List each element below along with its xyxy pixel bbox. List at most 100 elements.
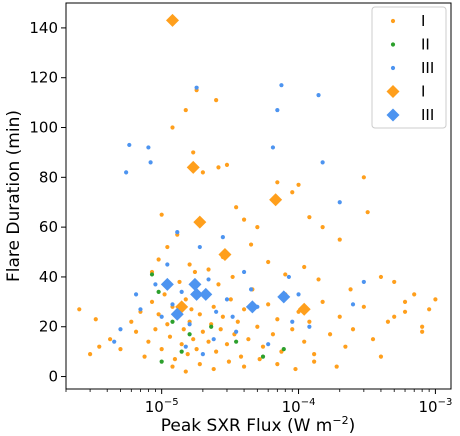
data-point <box>108 337 113 342</box>
data-point <box>378 354 384 359</box>
y-tick-label: 20 <box>39 318 58 336</box>
data-point <box>200 170 205 175</box>
data-point <box>185 352 190 357</box>
data-point <box>228 297 233 302</box>
data-point <box>224 342 230 347</box>
data-point <box>162 292 167 297</box>
data-point <box>189 307 194 312</box>
legend-item: II <box>390 36 430 54</box>
x-axis-label-close: ) <box>349 416 356 436</box>
data-point <box>206 277 211 282</box>
data-point <box>241 364 247 369</box>
data-point <box>378 274 384 280</box>
data-point <box>206 267 211 272</box>
legend-item: I <box>386 83 425 101</box>
data-point <box>296 292 301 297</box>
y-tick-label: 60 <box>39 218 58 236</box>
data-point <box>183 107 188 113</box>
data-point-diamond <box>190 287 204 301</box>
data-point <box>170 319 175 324</box>
data-point <box>327 332 333 337</box>
data-point <box>433 297 438 302</box>
legend-marker-dot <box>390 65 396 71</box>
data-point <box>337 314 342 319</box>
x-tick-label-base: 10 <box>145 398 164 416</box>
data-point-diamond <box>188 277 202 291</box>
data-point <box>127 142 132 148</box>
data-point <box>118 347 123 352</box>
data-point <box>248 287 254 292</box>
data-point <box>179 349 184 354</box>
x-tick-label-exponent: −3 <box>438 397 453 408</box>
y-tick-label: 140 <box>29 19 58 37</box>
data-point <box>197 361 202 367</box>
data-point <box>175 230 180 235</box>
data-point <box>211 366 216 372</box>
data-point <box>412 292 417 297</box>
data-point <box>177 279 182 285</box>
data-point <box>361 279 366 285</box>
data-point <box>183 344 188 349</box>
data-point <box>179 342 184 347</box>
data-point <box>420 324 425 329</box>
plot-frame <box>65 2 452 390</box>
data-point <box>118 327 123 332</box>
data-point <box>320 160 325 165</box>
data-point <box>218 327 223 332</box>
data-point <box>266 342 271 347</box>
data-point <box>370 337 376 342</box>
x-axis-label-main: Peak SXR Flux (W m <box>161 416 333 436</box>
data-point <box>165 244 170 250</box>
y-tick-label: 40 <box>39 268 58 286</box>
data-point <box>191 337 196 342</box>
data-point <box>192 269 198 275</box>
x-tick-label-base: 10 <box>418 398 437 416</box>
data-point <box>427 307 432 312</box>
data-point <box>361 175 366 180</box>
data-point <box>290 319 295 324</box>
data-point <box>392 314 397 319</box>
data-point <box>156 289 161 294</box>
data-point <box>165 322 170 327</box>
data-point <box>343 344 348 349</box>
data-point-diamond <box>269 193 283 207</box>
data-point <box>191 150 196 155</box>
data-point <box>200 329 205 334</box>
data-point <box>307 319 312 324</box>
data-marks <box>77 13 438 374</box>
data-point <box>133 292 139 297</box>
data-point-diamond <box>193 215 207 229</box>
data-point <box>206 339 211 344</box>
legend-item: I <box>390 12 425 30</box>
data-point <box>172 357 178 362</box>
data-point <box>183 369 188 374</box>
y-tick-label: 80 <box>39 168 58 186</box>
x-tick-label-exponent: −5 <box>164 397 179 408</box>
data-point <box>167 334 173 339</box>
data-point <box>290 190 295 195</box>
data-point <box>302 264 307 270</box>
x-tick-label: 10−4 <box>282 397 316 416</box>
data-point <box>181 327 186 332</box>
y-tick-label: 0 <box>48 368 58 386</box>
legend-marker-dot <box>390 42 396 47</box>
data-point <box>129 319 134 324</box>
data-point <box>187 332 192 337</box>
data-point-diamond <box>245 300 259 314</box>
data-point <box>275 361 280 367</box>
data-point <box>165 262 170 267</box>
legend-marker-dot <box>390 18 396 24</box>
data-point <box>230 314 235 319</box>
data-point <box>266 259 271 265</box>
data-point <box>224 162 230 167</box>
data-point <box>255 324 260 329</box>
data-point <box>234 329 239 334</box>
data-point <box>187 322 192 327</box>
x-tick-label-exponent: −4 <box>301 397 316 408</box>
data-point <box>146 145 151 150</box>
data-point <box>260 344 266 349</box>
data-point <box>248 242 254 247</box>
data-point <box>402 299 408 304</box>
data-point <box>350 302 356 307</box>
data-point <box>270 145 276 150</box>
